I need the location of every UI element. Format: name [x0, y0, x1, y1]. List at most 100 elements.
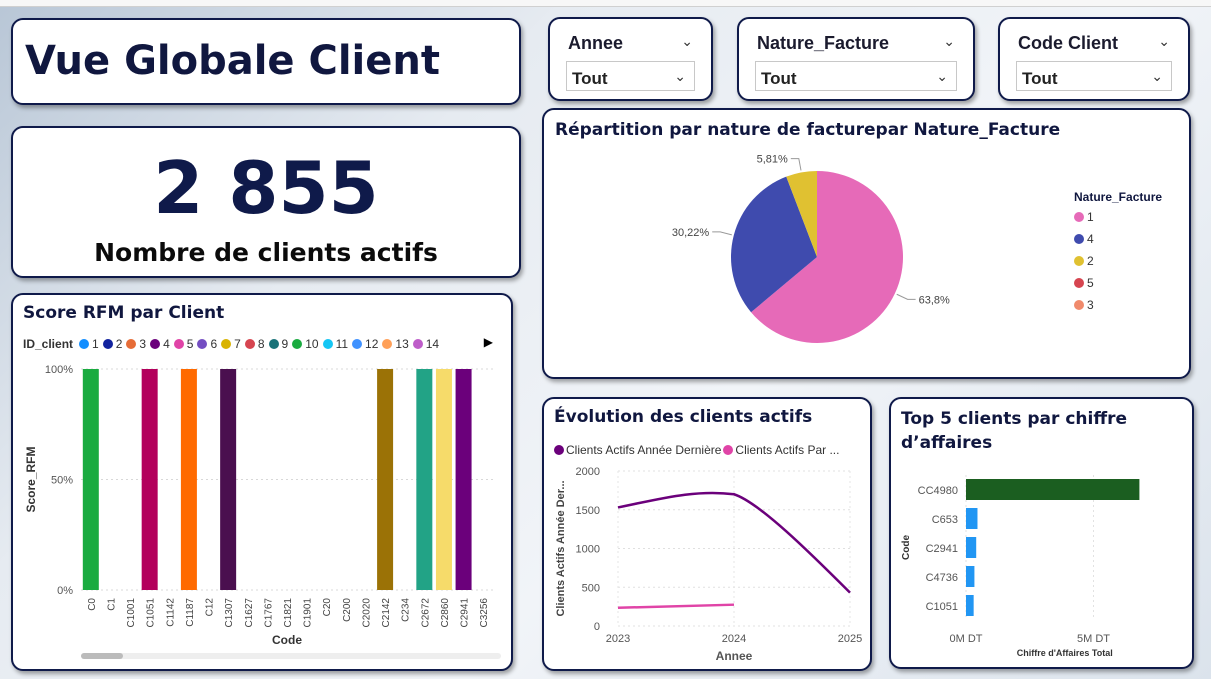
legend-item[interactable]: 7	[221, 337, 241, 351]
pie-legend-item[interactable]: 1	[1074, 210, 1162, 224]
x-tick-label: C2142	[381, 598, 392, 628]
legend-item[interactable]: 2	[102, 337, 123, 351]
y-axis-title: Code	[901, 535, 912, 560]
y-tick-label: C2941	[926, 543, 958, 555]
y-axis-title: Score_RFM	[24, 446, 38, 512]
kpi-card[interactable]: 2 855 Nombre de clients actifs	[11, 126, 521, 278]
legend-item[interactable]: 3	[126, 337, 146, 351]
legend-item[interactable]: 12	[352, 337, 378, 351]
line-chart-card[interactable]: Évolution des clients actifs Clients Act…	[542, 397, 872, 671]
legend-label: 1	[92, 337, 99, 351]
x-tick-label: C0	[87, 598, 98, 611]
pie-legend-item[interactable]: 4	[1074, 232, 1162, 246]
slicer-annee[interactable]: Annee ⌄ Tout ⌄	[548, 17, 713, 101]
pie-data-label: 30,22%	[672, 227, 710, 239]
bar	[966, 595, 974, 616]
legend-marker	[1074, 212, 1084, 222]
legend-label: 7	[234, 337, 241, 351]
line-chart-title: Évolution des clients actifs	[554, 407, 813, 427]
pie-legend-items: 1 4 2 5 3	[1074, 210, 1162, 312]
line-legend-item[interactable]: Clients Actifs Année Dernière	[554, 443, 721, 457]
x-tick-label: C1901	[303, 598, 314, 628]
slicer-code-value: Tout	[1022, 69, 1058, 88]
chevron-down-icon[interactable]: ⌄	[674, 68, 686, 84]
x-tick-label: C1	[106, 598, 117, 611]
slicer-code-dropdown[interactable]: Tout ⌄	[1016, 61, 1172, 91]
chevron-down-icon[interactable]: ⌄	[936, 68, 948, 84]
legend-item[interactable]: 1	[79, 337, 99, 351]
legend-item[interactable]: 14	[412, 337, 439, 351]
bar	[180, 369, 197, 590]
bar	[455, 369, 472, 590]
x-tick-label: C2672	[420, 598, 431, 628]
pie-slice	[786, 171, 817, 257]
rfm-chart-title: Score RFM par Client	[23, 303, 225, 323]
rfm-legend-title: ID_client	[23, 337, 74, 351]
chevron-down-icon[interactable]: ⌄	[681, 33, 693, 49]
slicer-nature-value: Tout	[761, 69, 797, 88]
line-series	[617, 603, 735, 610]
slicer-nature-facture[interactable]: Nature_Facture ⌄ Tout ⌄	[737, 17, 975, 101]
pie-legend: Nature_Facture 1 4 2 5 3	[1074, 190, 1162, 320]
slicer-code-label: Code Client	[1018, 33, 1119, 53]
legend-marker	[292, 339, 303, 349]
legend-label: 9	[281, 337, 289, 351]
pie-data-label: 5,81%	[757, 154, 788, 166]
chevron-right-icon[interactable]: ▶	[483, 335, 493, 349]
legend-item[interactable]: 4	[150, 337, 170, 351]
legend-item[interactable]: 13	[382, 337, 409, 351]
legend-item[interactable]: 8	[244, 337, 265, 351]
x-tick-label: C1142	[165, 598, 176, 627]
line-series	[617, 491, 851, 594]
y-tick-label: 50%	[51, 475, 73, 487]
rfm-legend: ID_client 1 2 3 4 5 6 7 8 9 10 11 12 13 14	[23, 337, 443, 351]
chevron-down-icon[interactable]: ⌄	[1151, 68, 1163, 84]
y-tick-label: C1051	[926, 601, 958, 613]
pie-legend-item[interactable]: 2	[1074, 254, 1162, 268]
legend-marker	[554, 445, 564, 455]
bar	[220, 369, 237, 590]
legend-item[interactable]: 10	[292, 337, 319, 351]
legend-label: 2	[115, 337, 123, 351]
legend-item[interactable]: 9	[268, 337, 289, 351]
line-legend-item[interactable]: Clients Actifs Par ...	[723, 443, 839, 457]
y-tick-label: 0	[594, 621, 600, 633]
legend-item[interactable]: 6	[197, 337, 217, 351]
pie-chart-card[interactable]: Répartition par nature de facturepar Nat…	[542, 108, 1191, 379]
legend-label: 3	[139, 337, 147, 351]
legend-marker	[352, 339, 363, 349]
scrollbar-thumb[interactable]	[81, 653, 123, 659]
legend-label: 3	[1087, 298, 1094, 312]
legend-marker	[723, 445, 734, 455]
slicer-nature-dropdown[interactable]: Tout ⌄	[755, 61, 957, 91]
x-tick-label: 5M DT	[1077, 633, 1110, 645]
x-tick-label: C2020	[361, 598, 372, 628]
pie-legend-item[interactable]: 5	[1074, 276, 1162, 290]
legend-label: 13	[395, 337, 409, 351]
x-tick-label: C12	[205, 598, 216, 617]
legend-item[interactable]: 11	[322, 337, 348, 351]
x-tick-label: C1767	[263, 598, 274, 628]
x-axis-title: Annee	[716, 649, 753, 663]
slicer-annee-dropdown[interactable]: Tout ⌄	[566, 61, 695, 91]
slicer-annee-value: Tout	[572, 69, 608, 88]
x-tick-label: C1821	[283, 598, 294, 628]
top5-chart-card[interactable]: Top 5 clients par chiffre d’affaires 0M …	[889, 397, 1194, 669]
legend-label: 4	[163, 337, 170, 351]
slicer-code-client[interactable]: Code Client ⌄ Tout ⌄	[998, 17, 1190, 101]
legend-marker	[1074, 234, 1084, 244]
chevron-down-icon[interactable]: ⌄	[1158, 33, 1170, 49]
legend-item[interactable]: 5	[173, 337, 193, 351]
x-tick-label: C1001	[126, 598, 137, 628]
bar	[141, 369, 158, 590]
y-axis-title: Clients Actifs Année Der...	[555, 480, 567, 616]
horizontal-scrollbar[interactable]	[81, 653, 501, 659]
x-tick-label: C1051	[146, 598, 157, 628]
legend-marker	[244, 339, 255, 349]
x-tick-label: 2024	[722, 633, 746, 645]
x-tick-label: C1627	[244, 598, 255, 628]
chevron-down-icon[interactable]: ⌄	[943, 33, 955, 49]
rfm-chart-card[interactable]: Score RFM par Client ID_client 1 2 3 4 5 6 7 8 9 1…	[11, 293, 513, 671]
pie-legend-item[interactable]: 3	[1074, 298, 1162, 312]
pie-leader-line	[896, 293, 916, 300]
